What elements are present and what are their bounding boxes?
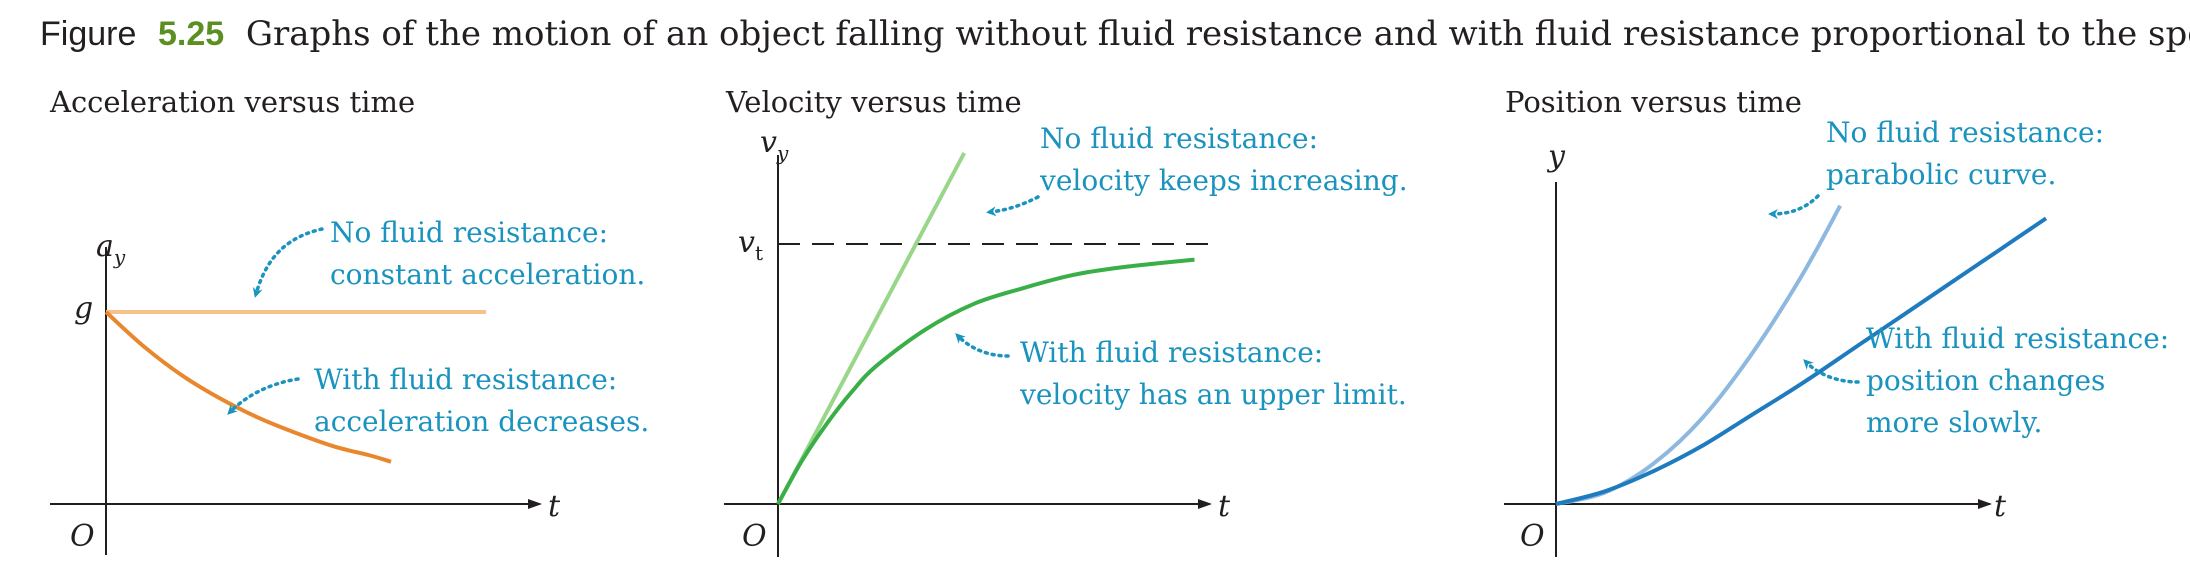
annotation-with-resistance: With fluid resistance: position changes … xyxy=(1866,322,2178,439)
annotation-no-resistance: No fluid resistance: parabolic curve. xyxy=(1826,116,2113,191)
figure-label: Figure xyxy=(40,15,137,53)
annotation-arrow-with-resistance xyxy=(227,377,300,415)
figure-caption: Figure 5.25 Graphs of the motion of an o… xyxy=(40,14,2190,54)
terminal-velocity-label: vt xyxy=(738,225,763,265)
annotation-arrow-no-resistance xyxy=(252,227,324,298)
series-with-resistance-line xyxy=(104,310,392,464)
y-axis-label: ay xyxy=(96,229,126,269)
x-axis-label: t xyxy=(1994,489,2007,524)
series-with-resistance-line xyxy=(776,257,1195,505)
y-axis-label: y xyxy=(1546,139,1566,174)
figure-number: 5.25 xyxy=(158,15,225,53)
x-axis-label: t xyxy=(1218,489,1231,524)
origin-label: O xyxy=(1520,519,1545,554)
figure-caption-text: Graphs of the motion of an object fallin… xyxy=(245,14,2190,54)
series-with-resistance-line xyxy=(1555,216,2048,506)
annotation-with-resistance: With fluid resistance: acceleration decr… xyxy=(314,363,649,438)
x-axis-label: t xyxy=(548,489,561,524)
panel-title: Velocity versus time xyxy=(725,85,1022,119)
annotation-no-resistance: No fluid resistance: velocity keeps incr… xyxy=(1039,122,1408,197)
annotation-arrow-with-resistance xyxy=(1803,359,1860,384)
panel-position: Position versus time y t O No fluid resi… xyxy=(1504,85,2178,557)
annotation-arrow-with-resistance xyxy=(955,333,1010,358)
origin-label: O xyxy=(742,519,767,554)
panel-title: Acceleration versus time xyxy=(49,85,415,119)
origin-label: O xyxy=(70,519,95,554)
annotation-arrow-no-resistance xyxy=(1768,194,1820,219)
y-axis-label: vy xyxy=(760,125,789,165)
panel-title: Position versus time xyxy=(1505,85,1802,119)
series-no-resistance-line xyxy=(1555,204,1842,506)
panel-velocity: Velocity versus time vy t O vt No fluid … xyxy=(724,85,1408,557)
y-tick-label-g: g xyxy=(74,291,93,326)
annotation-arrow-no-resistance xyxy=(986,195,1040,217)
annotation-with-resistance: With fluid resistance: velocity has an u… xyxy=(1019,336,1407,411)
annotation-no-resistance: No fluid resistance: constant accelerati… xyxy=(330,216,645,291)
panel-acceleration: Acceleration versus time ay t O g No flu… xyxy=(49,85,649,555)
series-no-resistance-line xyxy=(776,152,966,505)
